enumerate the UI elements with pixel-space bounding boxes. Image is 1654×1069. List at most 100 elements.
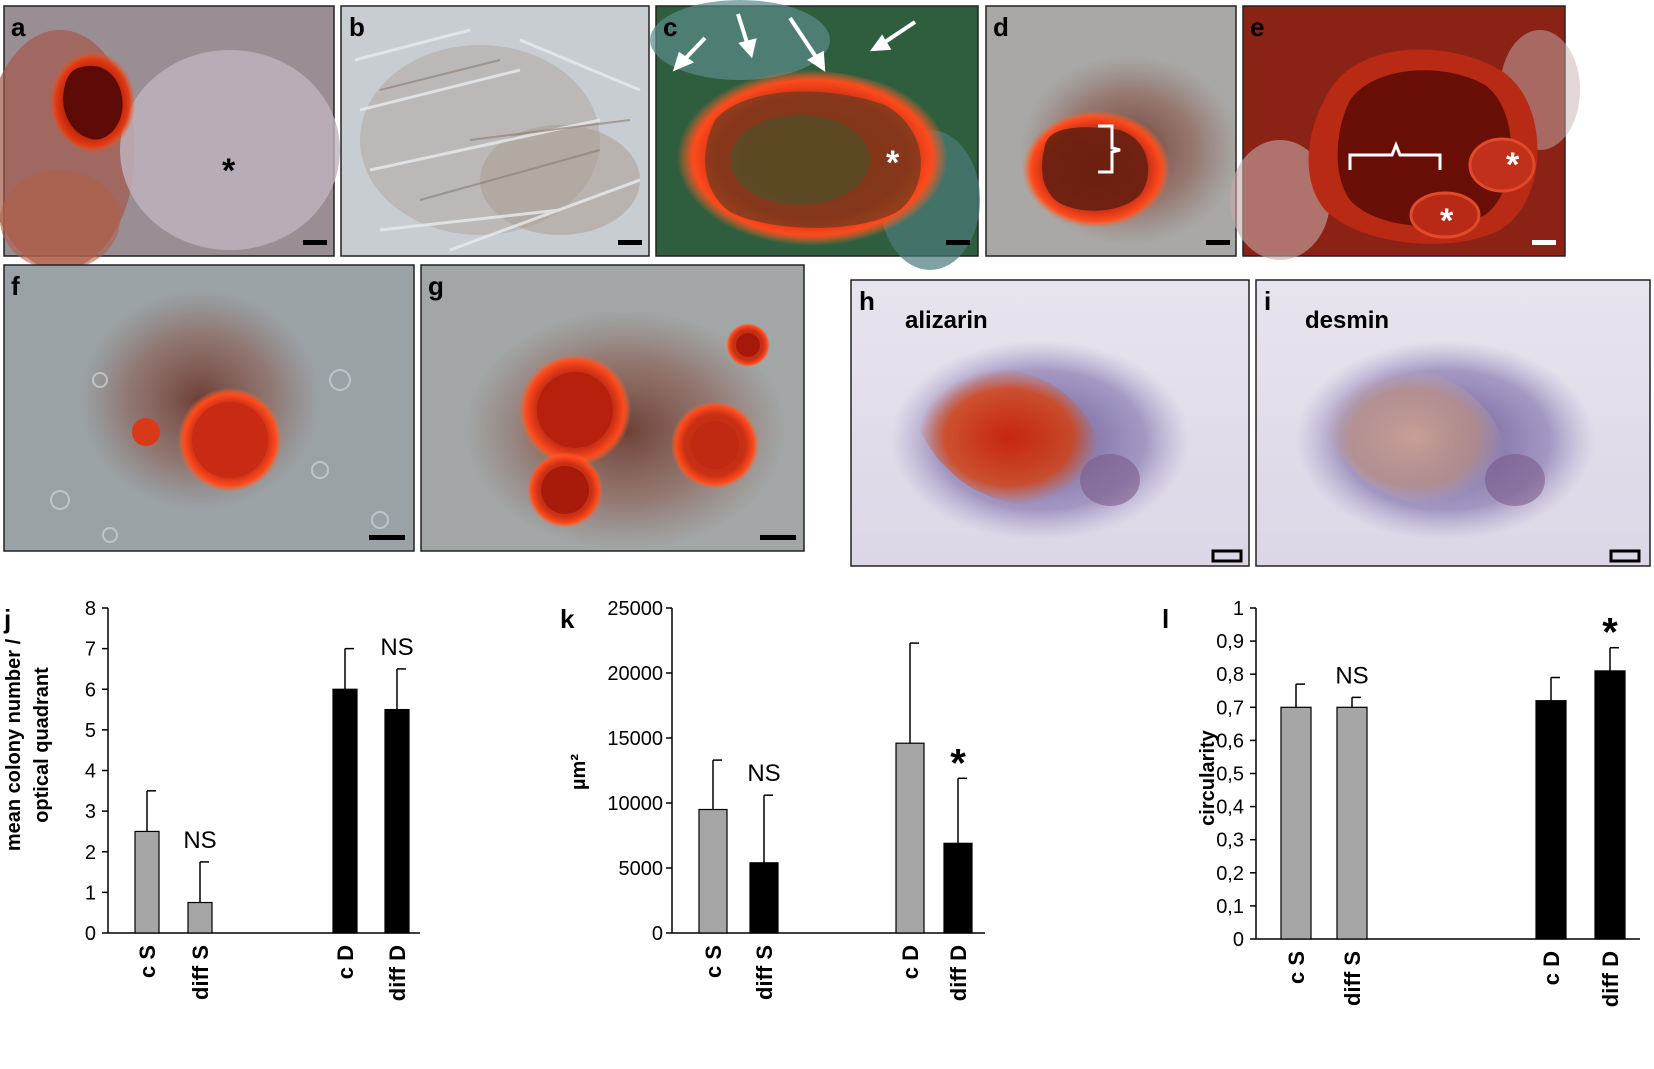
- micrograph-h-caption: alizarin: [905, 307, 988, 334]
- category-label: diff S: [752, 945, 777, 1000]
- ns-label: NS: [183, 827, 216, 854]
- ns-label: NS: [1335, 662, 1368, 689]
- bar-diff-D: [943, 842, 973, 934]
- panel-letter-b: b: [349, 12, 365, 42]
- micrograph-g: g: [420, 264, 805, 552]
- y-tick-label: 0,3: [1216, 830, 1244, 852]
- y-tick-label: 20000: [607, 663, 663, 685]
- y-tick-label: 0,6: [1216, 730, 1244, 752]
- category-label: c S: [701, 945, 726, 978]
- panel-letter-f: f: [11, 271, 20, 301]
- y-tick-label: 0,2: [1216, 863, 1244, 885]
- y-tick-label: 6: [85, 679, 96, 701]
- bar-c-D: [332, 688, 358, 934]
- micrograph-a: * a: [0, 5, 340, 270]
- y-tick-label: 15000: [607, 728, 663, 750]
- ns-label: NS: [380, 634, 413, 661]
- y-tick-label: 4: [85, 761, 96, 783]
- scale-bar: [1609, 549, 1641, 563]
- category-label: diff D: [385, 945, 410, 1001]
- y-tick-label: 0,5: [1216, 764, 1244, 786]
- category-label: diff S: [1340, 951, 1365, 1006]
- asterisk-marker: *: [1440, 202, 1454, 240]
- y-axis-label: µm²: [568, 754, 590, 790]
- scale-bar: [946, 240, 970, 245]
- asterisk-marker: *: [1506, 146, 1520, 184]
- micrograph-e: * * e: [1230, 5, 1580, 260]
- bar-c-S: [1280, 706, 1312, 940]
- micrograph-c: * c: [650, 0, 980, 270]
- significance-asterisk: *: [1602, 611, 1618, 655]
- y-tick-label: 3: [85, 801, 96, 823]
- bar-diff-S: [1336, 706, 1368, 940]
- y-tick-label: 1: [1233, 598, 1244, 620]
- y-tick-label: 5: [85, 720, 96, 742]
- panel-letter-h: h: [859, 286, 875, 316]
- panel-letter-k: k: [560, 604, 575, 634]
- scale-bar: [1532, 240, 1556, 245]
- asterisk-marker: *: [222, 152, 236, 190]
- scale-bar: [303, 240, 327, 245]
- panel-letter-c: c: [663, 12, 677, 42]
- scale-bar: [1211, 549, 1243, 563]
- y-tick-label: 0,4: [1216, 797, 1244, 819]
- y-axis-label: optical quadrant: [31, 667, 53, 823]
- category-label: c D: [1539, 951, 1564, 985]
- category-label: diff D: [946, 945, 971, 1001]
- category-label: c S: [135, 945, 160, 978]
- y-tick-label: 25000: [607, 598, 663, 620]
- y-tick-label: 10000: [607, 793, 663, 815]
- chart-j: j 0 1 2 3 4 5 6 7 8 mean colony number / optical qu…: [3, 598, 420, 1001]
- y-tick-label: 5000: [619, 858, 664, 880]
- scale-bar: [369, 535, 405, 540]
- micrograph-b: b: [340, 5, 650, 257]
- micrograph-f: f: [3, 264, 415, 552]
- bar-c-D: [1535, 700, 1567, 940]
- category-label: c D: [898, 945, 923, 979]
- panel-letter-g: g: [428, 271, 444, 301]
- category-label: diff S: [188, 945, 213, 1000]
- panel-letter-d: d: [993, 12, 1009, 42]
- y-axis-label: mean colony number /: [3, 638, 25, 851]
- micrograph-d: d: [985, 5, 1295, 257]
- y-tick-label: 8: [85, 598, 96, 620]
- asterisk-marker: *: [886, 144, 900, 182]
- micrograph-h: alizarin h: [850, 279, 1250, 567]
- y-tick-label: 0,8: [1216, 664, 1244, 686]
- panel-letter-a: a: [11, 12, 26, 42]
- micrograph-i-caption: desmin: [1305, 307, 1389, 334]
- category-label: diff D: [1598, 951, 1623, 1007]
- bar-diff-S: [749, 862, 779, 934]
- panel-letter-i: i: [1264, 286, 1271, 316]
- category-label: c D: [333, 945, 358, 979]
- ns-label: NS: [747, 760, 780, 787]
- scale-bar: [760, 535, 796, 540]
- panel-letter-j: j: [3, 604, 11, 634]
- category-label: c S: [1284, 951, 1309, 984]
- scale-bar: [618, 240, 642, 245]
- bar-diff-D: [384, 708, 410, 934]
- chart-l: l 0 0,1 0,2 0,3 0,4 0,5 0,6 0,7 0,8 0,9 1 circularit…: [1162, 598, 1640, 1007]
- bar-c-D: [895, 742, 925, 934]
- y-tick-label: 0,1: [1216, 896, 1244, 918]
- y-tick-label: 0,7: [1216, 697, 1244, 719]
- y-tick-label: 1: [85, 882, 96, 904]
- y-axis-label: circularity: [1197, 729, 1219, 825]
- y-tick-label: 2: [85, 842, 96, 864]
- bar-diff-D: [1594, 670, 1626, 940]
- y-tick-label: 7: [85, 639, 96, 661]
- micrograph-i: desmin i: [1255, 279, 1651, 567]
- bar-c-S: [134, 830, 160, 934]
- scale-bar: [1206, 240, 1230, 245]
- panel-letter-e: e: [1250, 12, 1264, 42]
- y-tick-label: 0: [85, 923, 96, 945]
- chart-k: k 0 5000 10000 15000 20000 25000 µm² c S NS diff S…: [560, 598, 985, 1001]
- y-tick-label: 0: [652, 923, 663, 945]
- y-tick-label: 0: [1233, 929, 1244, 951]
- bar-diff-S: [187, 901, 213, 934]
- y-tick-label: 0,9: [1216, 631, 1244, 653]
- panel-letter-l: l: [1162, 604, 1169, 634]
- significance-asterisk: *: [950, 741, 966, 785]
- bar-c-S: [698, 808, 728, 934]
